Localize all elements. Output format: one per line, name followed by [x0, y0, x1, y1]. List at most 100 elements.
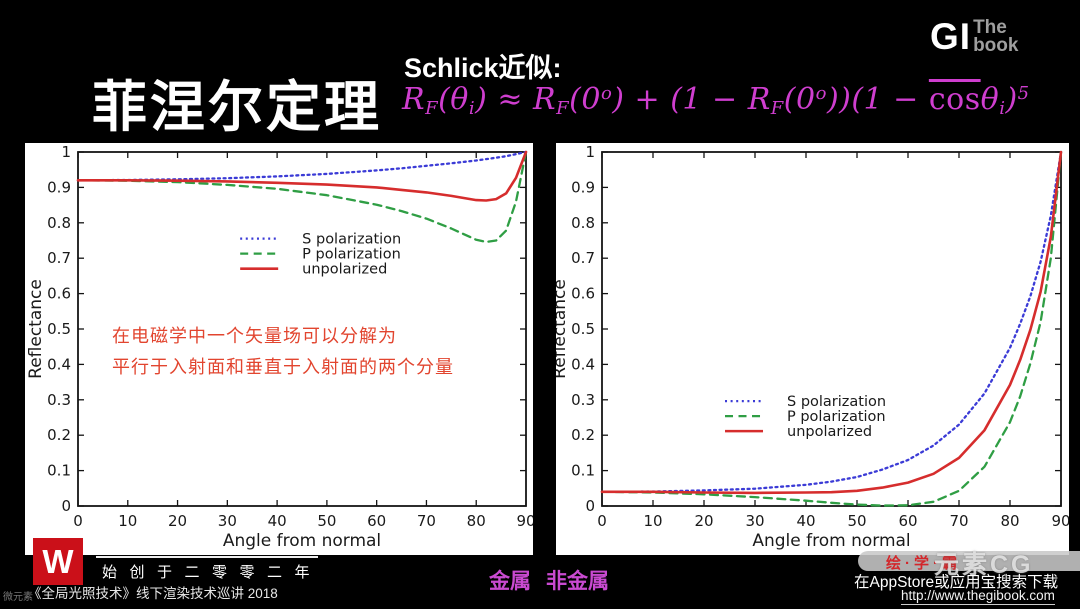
y-tick-label: 0.3 — [571, 391, 595, 409]
y-tick-label: 0.6 — [47, 285, 71, 303]
page-title: 菲涅尔定理 — [92, 76, 383, 138]
y-tick-label: 0.5 — [571, 320, 595, 338]
curve-p-polarization — [76, 150, 528, 244]
thegibook-url: http://www.thegibook.com — [901, 588, 1055, 605]
curve-s-polarization — [76, 150, 528, 182]
x-tick-label: 40 — [796, 512, 815, 530]
established-text: 始创于二零零二年 — [102, 564, 323, 581]
y-tick-label: 0.7 — [571, 249, 595, 267]
x-tick-label: 20 — [694, 512, 713, 530]
formula-segment: o — [815, 83, 827, 105]
curve-s-polarization — [600, 150, 1063, 493]
x-tick-label: 10 — [118, 512, 137, 530]
x-tick-label: 0 — [597, 512, 607, 530]
formula-segment: (θ — [438, 82, 469, 117]
appstore-text: 在AppStore或应用宝搜索下载 — [854, 574, 1059, 591]
y-tick-label: 0.9 — [47, 178, 71, 196]
y-tick-label: 1 — [585, 143, 595, 161]
schlick-formula: RF(θi) ≈ RF(0o) + (1 − RF(0o))(1 − cosθi… — [402, 82, 1030, 119]
cg-watermark: 元素CG — [934, 551, 1034, 579]
formula-segment: ) ≈ R — [475, 82, 557, 117]
x-axis-label: Angle from normal — [223, 531, 381, 551]
em-field-annotation-line2: 平行于入射面和垂直于入射面的两个分量 — [112, 357, 454, 377]
chart-panel-metal: 0 10 20 30 40 50 60 70 80 90 0 0.1 0.2 0.3 0.4 0.5 0.6 0.… — [25, 143, 533, 555]
y-tick-label: 0.3 — [47, 391, 71, 409]
formula-segment: F — [425, 98, 439, 120]
y-tick-label: 0.9 — [571, 178, 595, 196]
formula-segment: i — [999, 98, 1006, 120]
formula-segment: (0 — [569, 82, 601, 117]
footer-divider-line — [96, 556, 318, 558]
x-tick-label: 30 — [218, 512, 237, 530]
metal-label: 金属 — [489, 570, 531, 593]
formula-segment: i — [468, 98, 476, 120]
em-field-annotation-line1: 在电磁学中一个矢量场可以分解为 — [112, 326, 397, 346]
y-tick-label: 0 — [61, 497, 71, 515]
huixueba-watermark: 绘·学·霸 — [886, 555, 961, 572]
formula-segment: ) — [1005, 82, 1018, 117]
legend-label: S polarization — [302, 232, 401, 248]
curve-unpolarized — [600, 150, 1063, 495]
y-tick-label: 0.8 — [571, 214, 595, 232]
x-tick-label: 30 — [745, 512, 764, 530]
legend-label: unpolarized — [787, 424, 872, 440]
formula-segment: F — [556, 98, 570, 120]
gibook-logo-stack: The book — [973, 18, 1019, 57]
curve-unpolarized — [76, 150, 528, 202]
reflectance-chart-dielectric: 0 10 20 30 40 50 60 70 80 90 0 0.1 0.2 0.3 0.4 0.5 0.6 0.… — [556, 143, 1069, 551]
curve-p-polarization — [600, 150, 1063, 507]
y-tick-label: 0.4 — [47, 355, 71, 373]
formula-segment: o — [600, 83, 613, 105]
gibook-logo: GI The book — [930, 18, 1018, 55]
y-tick-label: 0.2 — [571, 426, 595, 444]
y-tick-label: 0.7 — [47, 249, 71, 267]
x-tick-label: 90 — [1051, 512, 1069, 530]
em-field-annotation: 在电磁学中一个矢量场可以分解为 平行于入射面和垂直于入射面的两个分量 — [112, 321, 454, 383]
x-tick-label: 10 — [643, 512, 662, 530]
x-tick-label: 90 — [516, 512, 533, 530]
formula-segment: R — [402, 82, 426, 117]
x-tick-label: 60 — [898, 512, 917, 530]
y-axis-label: Reflectance — [556, 279, 570, 379]
x-tick-label: 80 — [1000, 512, 1019, 530]
formula-segment: 5 — [1017, 83, 1030, 105]
legend-label: unpolarized — [302, 262, 387, 278]
x-axis-label: Angle from normal — [752, 531, 910, 551]
corner-watermark: 微元素 — [3, 592, 33, 603]
formula-segment: ))(1 − — [826, 82, 929, 117]
y-tick-label: 0.8 — [47, 214, 71, 232]
x-tick-label: 70 — [949, 512, 968, 530]
x-tick-label: 80 — [467, 512, 486, 530]
legend-label: S polarization — [787, 394, 886, 410]
x-tick-label: 50 — [317, 512, 336, 530]
nonmetal-label: 非金属 — [546, 570, 609, 593]
x-tick-label: 70 — [417, 512, 436, 530]
y-tick-label: 0.1 — [47, 462, 71, 480]
y-tick-label: 0.6 — [571, 285, 595, 303]
gibook-logo-gi: GI — [930, 16, 972, 57]
y-tick-label: 0.5 — [47, 320, 71, 338]
legend-label: P polarization — [787, 409, 886, 425]
x-tick-label: 0 — [73, 512, 83, 530]
y-axis-label: Reflectance — [26, 279, 46, 379]
w-logo-letter: W — [42, 543, 74, 580]
reflectance-chart-metal: 0 10 20 30 40 50 60 70 80 90 0 0.1 0.2 0.3 0.4 0.5 0.6 0.… — [26, 143, 533, 551]
x-tick-label: 20 — [168, 512, 187, 530]
y-tick-label: 0 — [585, 497, 595, 515]
formula-segment: F — [770, 98, 784, 120]
y-tick-label: 1 — [61, 143, 71, 161]
x-tick-label: 60 — [367, 512, 386, 530]
schlick-label: Schlick近似: — [404, 53, 562, 83]
event-text: 《全局光照技术》线下渲染技术巡讲 2018 — [28, 586, 278, 601]
legend-label: P polarization — [302, 247, 401, 263]
gibook-logo-book: book — [973, 35, 1019, 57]
y-tick-label: 0.4 — [571, 355, 595, 373]
chart-panel-dielectric: 0 10 20 30 40 50 60 70 80 90 0 0.1 0.2 0.3 0.4 0.5 0.6 0.… — [556, 143, 1069, 555]
x-tick-label: 50 — [847, 512, 866, 530]
formula-segment: ) + (1 − R — [612, 82, 771, 117]
watermark-band — [858, 551, 1080, 571]
y-tick-label: 0.1 — [571, 462, 595, 480]
formula-segment: θ — [980, 82, 1000, 117]
w-logo: W — [33, 538, 83, 585]
